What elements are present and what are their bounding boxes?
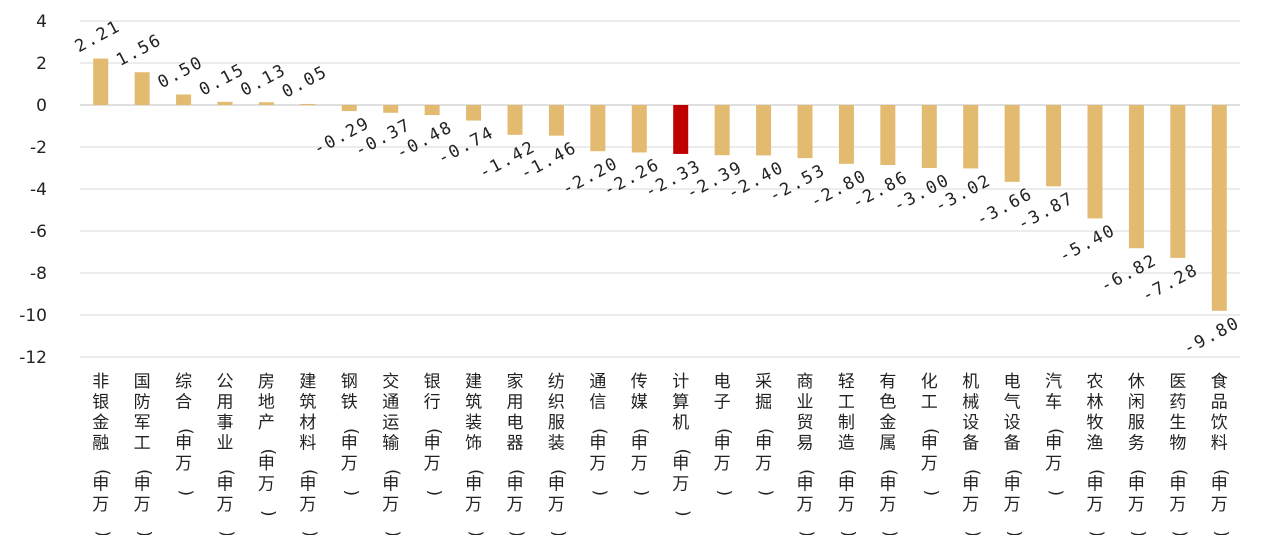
category-label: 通信(申万)	[589, 372, 609, 496]
bar	[300, 104, 315, 105]
category-label: 房地产(申万)	[258, 372, 278, 517]
bar	[383, 105, 398, 113]
bar	[1129, 105, 1144, 248]
category-label: 食品饮料(申万)	[1211, 372, 1231, 535]
data-label: -5.40	[1056, 220, 1119, 266]
bar	[798, 105, 813, 158]
category-label: 农林牧渔(申万)	[1087, 372, 1107, 535]
bar	[1212, 105, 1227, 311]
data-label: -9.80	[1180, 313, 1243, 359]
bar	[756, 105, 771, 155]
bar	[880, 105, 895, 165]
category-label: 有色金属(申万)	[879, 372, 899, 535]
y-tick-label: 0	[36, 96, 47, 116]
y-tick-label: 2	[36, 54, 47, 74]
y-tick-label: -12	[19, 348, 47, 368]
bar	[922, 105, 937, 168]
bar	[176, 95, 191, 106]
category-labels: 非银金融(申万) 国防军工(申万) 综合(申万) 公用事业(申万) 房地产(申万) 建筑材…	[92, 372, 1231, 535]
category-label: 电子(申万)	[714, 372, 734, 496]
category-label: 银行(申万)	[424, 372, 444, 496]
category-label: 计算机(申万)	[672, 372, 692, 517]
category-label: 化工(申万)	[921, 372, 941, 496]
bar	[673, 105, 688, 154]
bar	[590, 105, 605, 151]
category-label: 非银金融(申万)	[92, 372, 112, 535]
bar	[549, 105, 564, 136]
bar	[715, 105, 730, 155]
bar	[342, 105, 357, 111]
bar	[259, 102, 274, 105]
y-tick-label: -10	[19, 306, 47, 326]
category-label: 传媒(申万)	[631, 372, 651, 496]
category-label: 机械设备(申万)	[962, 372, 982, 535]
bar	[1088, 105, 1103, 218]
category-label: 医药生物(申万)	[1169, 372, 1189, 535]
category-label: 建筑材料(申万)	[299, 372, 319, 535]
data-label: 0.05	[279, 62, 332, 103]
bar	[839, 105, 854, 164]
bar	[425, 105, 440, 115]
y-tick-label: 4	[36, 12, 47, 32]
bar	[632, 105, 647, 152]
bar	[466, 105, 481, 121]
bar	[963, 105, 978, 168]
data-label: 1.56	[113, 30, 166, 71]
category-label: 建筑装饰(申万)	[465, 372, 485, 535]
category-label: 综合(申万)	[175, 372, 195, 496]
category-label: 休闲服务(申万)	[1128, 372, 1148, 535]
bar	[508, 105, 523, 135]
y-axis-ticks: 4 2 0 -2 -4 -6 -8 -10 -12	[19, 12, 47, 368]
y-tick-label: -4	[30, 180, 47, 200]
category-label: 电气设备(申万)	[1004, 372, 1024, 535]
category-label: 交通运输(申万)	[382, 372, 402, 535]
bar	[1170, 105, 1185, 258]
y-tick-label: -6	[30, 222, 47, 242]
category-label: 国防军工(申万)	[134, 372, 154, 535]
category-label: 钢铁(申万)	[341, 372, 361, 496]
category-label: 纺织服装(申万)	[548, 372, 568, 535]
y-tick-label: -2	[30, 138, 47, 158]
category-label: 轻工制造(申万)	[838, 372, 858, 535]
bar	[1005, 105, 1020, 182]
bar	[1046, 105, 1061, 186]
category-label: 商业贸易(申万)	[797, 372, 817, 535]
category-label: 采掘(申万)	[755, 372, 775, 496]
y-tick-label: -8	[30, 264, 47, 284]
data-labels: 2.211.560.500.150.130.05-0.29-0.37-0.48-…	[72, 16, 1244, 359]
bar	[135, 72, 150, 105]
data-label: 0.13	[237, 60, 290, 101]
bar	[93, 59, 108, 105]
category-label: 公用事业(申万)	[217, 372, 237, 535]
category-label: 家用电器(申万)	[507, 372, 527, 535]
category-label: 汽车(申万)	[1045, 372, 1065, 496]
bar	[218, 102, 233, 105]
